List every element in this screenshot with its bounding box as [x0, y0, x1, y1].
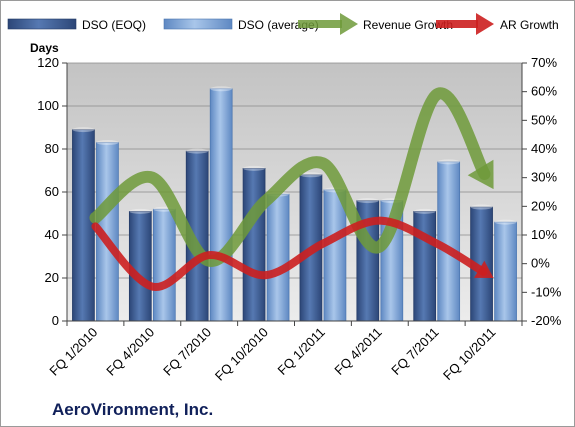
legend-swatch-dso-average: [163, 18, 233, 30]
bar-dso-eoq: [128, 211, 152, 322]
line-ar-growth: [91, 216, 488, 291]
bar-top-highlight: [210, 86, 233, 92]
bar-top-highlight: [96, 140, 119, 146]
left-tick-label: 60: [45, 184, 59, 199]
right-tick-label: 70%: [531, 55, 557, 70]
bar-top-highlight: [356, 198, 379, 204]
right-tick-label: 60%: [531, 84, 557, 99]
left-tick-label: 0: [52, 313, 59, 328]
bar-top-highlight: [413, 208, 436, 214]
legend-label-revenue-growth: Revenue Growth: [363, 18, 453, 32]
legend-swatch-dso-eoq: [7, 18, 77, 30]
bar-dso-average: [494, 221, 517, 322]
left-tick-label: 100: [37, 98, 59, 113]
bar-top-highlight: [494, 219, 517, 225]
bar-top-highlight: [437, 159, 460, 165]
legend-swatch-ar-growth: [436, 13, 494, 35]
bar-top-highlight: [470, 204, 493, 210]
left-tick-label: 40: [45, 227, 59, 242]
right-tick-label: 30%: [531, 170, 557, 185]
y-axis-label: Days: [30, 41, 59, 55]
legend: DSO (EOQ) DSO (average) Revenue Growth A…: [7, 13, 559, 35]
line-revenue-growth: [89, 87, 491, 267]
legend-label-dso-eoq: DSO (EOQ): [82, 18, 146, 32]
bar-dso-average: [266, 193, 290, 322]
bar-top-highlight: [129, 208, 152, 214]
bar-dso-average: [209, 88, 233, 322]
bar-top-highlight: [243, 165, 266, 171]
bar-dso-eoq: [72, 129, 95, 322]
right-axis-ticks: -20% -10% 0% 10% 20% 30% 40% 50% 60% 70%: [522, 55, 562, 328]
right-tick-label: -20%: [531, 313, 562, 328]
growth-lines: [89, 87, 494, 291]
right-tick-label: 0%: [531, 256, 550, 271]
company-label: AeroVironment, Inc.: [52, 400, 213, 419]
left-tick-label: 20: [45, 270, 59, 285]
right-tick-label: -10%: [531, 284, 562, 299]
bar-dso-average: [323, 189, 347, 322]
bar-dso-eoq: [413, 211, 437, 322]
bar-top-highlight: [72, 127, 95, 133]
arrowhead-ar-growth: [474, 260, 494, 278]
left-axis-ticks: 0 20 40 60 80 100 120: [37, 55, 67, 328]
right-tick-label: 20%: [531, 198, 557, 213]
arrowhead-revenue-growth: [467, 159, 494, 190]
bar-top-highlight: [299, 172, 322, 178]
bar-top-highlight: [186, 148, 209, 154]
left-tick-label: 120: [37, 55, 59, 70]
bars: [72, 86, 517, 322]
legend-swatch-revenue-growth: [298, 13, 358, 35]
left-tick-label: 80: [45, 141, 59, 156]
right-tick-label: 50%: [531, 112, 557, 127]
right-tick-label: 10%: [531, 227, 557, 242]
legend-label-ar-growth: AR Growth: [500, 18, 559, 32]
bar-dso-eoq: [242, 168, 266, 322]
right-tick-label: 40%: [531, 141, 557, 156]
bar-dso-average: [152, 208, 176, 322]
